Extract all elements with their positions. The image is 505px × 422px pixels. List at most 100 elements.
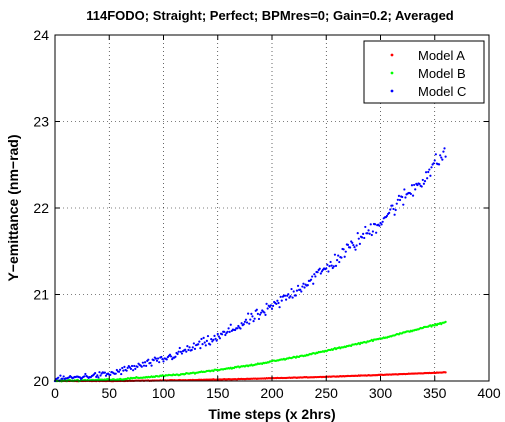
data-point — [141, 361, 144, 364]
data-point — [229, 323, 232, 326]
data-point — [366, 232, 369, 235]
data-point — [104, 374, 108, 377]
data-point — [251, 315, 254, 318]
x-tick-label: 400 — [477, 385, 501, 401]
data-point — [136, 365, 139, 368]
data-point — [429, 174, 432, 177]
data-point — [226, 330, 229, 333]
data-point — [409, 192, 412, 196]
data-point — [313, 273, 316, 276]
data-point — [61, 377, 64, 380]
data-point — [215, 339, 218, 342]
data-point — [340, 256, 343, 259]
data-point — [206, 334, 210, 338]
y-tick-label: 24 — [33, 27, 49, 43]
data-point — [349, 246, 352, 249]
data-point — [392, 207, 395, 211]
data-point — [424, 171, 428, 174]
data-point — [248, 322, 251, 325]
data-point — [97, 376, 100, 379]
data-point — [278, 306, 281, 309]
data-point — [418, 182, 421, 186]
data-point — [255, 308, 258, 311]
data-point — [336, 259, 339, 262]
data-point — [117, 370, 121, 373]
data-point — [121, 366, 124, 370]
data-point — [410, 184, 414, 187]
data-point — [373, 223, 377, 226]
data-point — [337, 254, 340, 257]
data-point — [414, 188, 417, 191]
data-point — [370, 233, 373, 237]
data-points — [53, 147, 447, 383]
data-point — [381, 220, 384, 223]
data-point — [325, 267, 328, 270]
data-point — [398, 198, 402, 202]
data-point — [98, 371, 101, 374]
grid — [55, 35, 489, 381]
data-point — [276, 299, 279, 302]
x-tick-label: 0 — [51, 385, 59, 401]
legend-marker-model-a — [390, 53, 394, 57]
data-point — [437, 163, 441, 166]
data-point — [212, 338, 215, 341]
data-point — [263, 311, 266, 314]
data-point — [364, 225, 367, 229]
data-point — [367, 229, 370, 232]
data-point — [443, 147, 446, 150]
data-point — [342, 248, 345, 251]
data-point — [249, 318, 252, 321]
data-point — [357, 237, 360, 240]
data-point — [404, 196, 407, 199]
data-point — [178, 346, 181, 350]
data-point — [385, 214, 389, 217]
x-tick-label: 250 — [315, 385, 339, 401]
data-point — [397, 194, 401, 197]
data-point — [158, 361, 161, 364]
data-point — [203, 341, 206, 344]
ticks: 0 50 100 150 200 250 300 350 400 20 21 22 23 24 — [33, 27, 500, 401]
data-point — [292, 290, 295, 293]
data-point — [214, 337, 217, 340]
data-point — [421, 178, 424, 182]
data-point — [295, 289, 299, 292]
data-point — [270, 307, 274, 310]
data-point — [155, 359, 159, 362]
data-point — [237, 324, 240, 328]
data-point — [224, 333, 227, 337]
data-point — [302, 282, 305, 285]
data-point — [309, 278, 313, 281]
legend-entry-model-b: Model B — [390, 66, 466, 81]
x-tick-label: 100 — [152, 385, 176, 401]
data-point — [186, 344, 189, 348]
data-point — [242, 323, 245, 326]
data-point — [301, 285, 304, 288]
legend-marker-model-c — [390, 89, 394, 93]
data-point — [328, 265, 331, 268]
data-point — [396, 198, 399, 201]
x-tick-label: 350 — [423, 385, 447, 401]
chart-title: 114FODO; Straight; Perfect; BPMres=0; Ga… — [86, 8, 454, 23]
data-point — [426, 177, 429, 180]
data-point — [427, 170, 430, 174]
data-point — [103, 371, 107, 374]
data-point — [143, 361, 147, 364]
data-point — [291, 296, 294, 299]
data-point — [114, 372, 117, 375]
data-point — [132, 369, 135, 372]
data-point — [401, 195, 404, 199]
data-point — [201, 343, 204, 346]
data-point — [265, 302, 268, 305]
data-point — [176, 352, 179, 356]
data-point — [312, 282, 315, 285]
data-point — [320, 270, 324, 273]
data-point — [351, 241, 354, 244]
data-point — [354, 248, 357, 251]
data-point — [380, 223, 383, 226]
data-point — [346, 243, 350, 246]
legend-label-model-c: Model C — [418, 84, 466, 99]
data-point — [434, 153, 437, 156]
data-point — [149, 361, 152, 365]
data-point — [338, 260, 341, 264]
data-point — [280, 299, 283, 302]
